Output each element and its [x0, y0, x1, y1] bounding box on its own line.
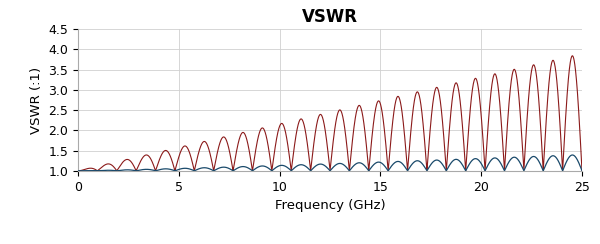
- SV: [286, 168, 293, 171]
- SV: [569, 153, 576, 156]
- Line: Amazon-Purchased: Amazon-Purchased: [78, 56, 582, 171]
- Amazon-Purchased: [569, 54, 576, 57]
- SV: [563, 160, 570, 163]
- Legend: SV, Amazon-Purchased: SV, Amazon-Purchased: [224, 241, 436, 244]
- Amazon-Purchased: [440, 140, 448, 143]
- SV: [314, 163, 321, 166]
- Amazon-Purchased: [538, 138, 545, 141]
- Amazon-Purchased: [286, 157, 293, 160]
- SV: [440, 165, 448, 168]
- Y-axis label: VSWR (:1): VSWR (:1): [30, 66, 43, 134]
- Amazon-Purchased: [290, 149, 298, 152]
- X-axis label: Frequency (GHz): Frequency (GHz): [275, 199, 385, 212]
- SV: [74, 169, 82, 172]
- Amazon-Purchased: [578, 169, 586, 172]
- Amazon-Purchased: [563, 102, 570, 105]
- Amazon-Purchased: [314, 120, 321, 122]
- SV: [578, 169, 586, 172]
- Amazon-Purchased: [74, 169, 82, 172]
- Title: VSWR: VSWR: [302, 8, 358, 26]
- SV: [290, 167, 298, 170]
- Line: SV: SV: [78, 155, 582, 171]
- SV: [538, 165, 545, 168]
